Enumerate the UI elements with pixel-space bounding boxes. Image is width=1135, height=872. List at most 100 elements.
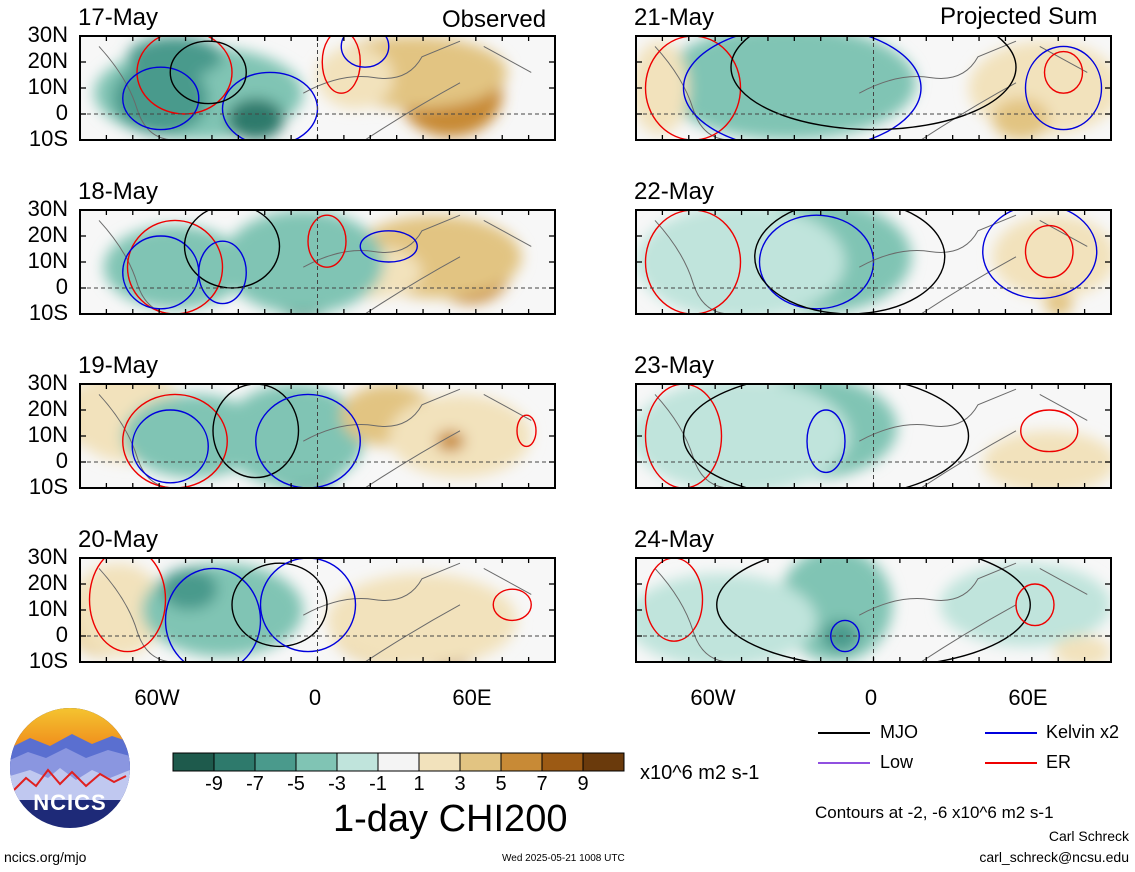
colorbar-swatch [213, 752, 256, 772]
author-name: Carl Schreck [1048, 828, 1129, 844]
panel-date-right-3: 23-May [634, 352, 715, 379]
colorbar-tick-label: -3 [328, 773, 346, 795]
coastlines [98, 40, 532, 140]
contour-line [644, 558, 704, 642]
lat-label: 30N [27, 196, 68, 221]
author-email[interactable]: carl_schreck@ncsu.edu [979, 849, 1129, 865]
colorbar-swatch [541, 752, 584, 772]
lat-label: 20N [27, 48, 68, 73]
map-panel [635, 383, 1112, 489]
contour-line [255, 393, 361, 488]
map-panel [635, 557, 1112, 663]
colorbar-tick-label: -7 [246, 773, 264, 795]
chi200-anomaly [982, 430, 1111, 488]
contour-line [131, 409, 209, 484]
lat-label: 10N [27, 422, 68, 447]
chi200-anomaly [113, 62, 209, 135]
ncics-logo [10, 708, 130, 828]
map-panel [79, 35, 556, 141]
contour-line [169, 40, 247, 105]
contour-line [644, 384, 723, 488]
legend-label-er: ER [1046, 752, 1072, 772]
panel-date-left-3: 19-May [78, 352, 159, 379]
lat-label: 30N [27, 544, 68, 569]
lon-label: 60W [134, 685, 180, 710]
lat-label: 10N [27, 596, 68, 621]
contour-line [231, 562, 328, 648]
contour-line [122, 66, 200, 131]
lon-label: 60W [690, 685, 736, 710]
contour-line [716, 558, 1031, 662]
contours-note: Contours at -2, -6 x10^6 m2 s-1 [815, 803, 1054, 822]
contour-line [492, 588, 532, 622]
contour-line [1043, 50, 1084, 94]
legend-label-kelvin: Kelvin x2 [1046, 722, 1120, 742]
panel-date-left-2: 18-May [78, 178, 159, 205]
panel-date-right-4: 24-May [634, 526, 715, 553]
chi200-anomaly [992, 98, 1050, 140]
colorbar-tick-label: 7 [536, 773, 548, 795]
colorbar-swatch [582, 752, 625, 772]
chi200-field [80, 563, 517, 662]
lat-label: 20N [27, 222, 68, 247]
projected-label: Projected Sum [940, 3, 1098, 30]
lon-label: 0 [308, 685, 322, 710]
footer-url[interactable]: ncics.org/mjo [4, 849, 87, 865]
map-panel [79, 209, 556, 315]
contour-line [259, 558, 357, 653]
colorbar-units: x10^6 m2 s-1 [640, 762, 760, 784]
chi200-anomaly [160, 568, 218, 610]
lon-label: 0 [864, 685, 878, 710]
chi200-anomaly [659, 36, 917, 140]
contour-line [164, 567, 262, 662]
contour-line [830, 619, 860, 653]
contour-line [359, 230, 418, 263]
colorbar-tick-label: 9 [577, 773, 589, 795]
coastlines [654, 388, 1088, 488]
observed-label: Observed [442, 6, 547, 33]
chi200-anomaly [222, 210, 384, 314]
contour-line [644, 210, 742, 314]
chi200-anomaly [992, 215, 1111, 299]
chi200-anomaly [227, 98, 285, 140]
colorbar-swatch [172, 752, 215, 772]
colorbar-tick-label: 5 [495, 773, 507, 795]
lat-label: 30N [27, 22, 68, 47]
lat-label: 10S [28, 300, 68, 325]
map-panel [79, 383, 556, 489]
map-panel [635, 209, 1112, 315]
map-panel [635, 35, 1112, 141]
contour-line [126, 219, 224, 314]
chi200-anomaly [436, 430, 465, 452]
contour-line [307, 214, 347, 268]
contour-line [1015, 583, 1055, 627]
colorbar-swatch [377, 752, 420, 772]
contour-line [321, 36, 361, 94]
contour-line [183, 210, 281, 289]
lat-label: 20N [27, 570, 68, 595]
panel-date-left-4: 20-May [78, 526, 159, 553]
chi200-anomaly [222, 384, 365, 488]
lon-label: 60E [452, 685, 492, 710]
legend [818, 732, 1037, 764]
colorbar-swatch [459, 752, 502, 772]
map-panel [79, 557, 556, 663]
colorbar-tick-label: 1 [413, 773, 425, 795]
panel-date-right-2: 22-May [634, 178, 715, 205]
chi200-anomaly [80, 563, 166, 657]
legend-label-mjo: MJO [880, 722, 918, 742]
chart-title: 1-day CHI200 [333, 798, 568, 840]
lat-label: 0 [55, 274, 68, 299]
chi200-field [103, 210, 522, 314]
colorbar-swatch [500, 752, 543, 772]
colorbar-swatch [336, 752, 379, 772]
colorbar-tick-label: -1 [369, 773, 387, 795]
colorbar-swatch [418, 752, 461, 772]
contour-line [982, 210, 1098, 300]
chi200-anomaly [636, 41, 689, 135]
colorbar-tick-label: -5 [287, 773, 305, 795]
contour-line [1024, 224, 1074, 279]
lat-label: 30N [27, 370, 68, 395]
contour-line [682, 384, 970, 488]
contour-line [1020, 409, 1079, 453]
